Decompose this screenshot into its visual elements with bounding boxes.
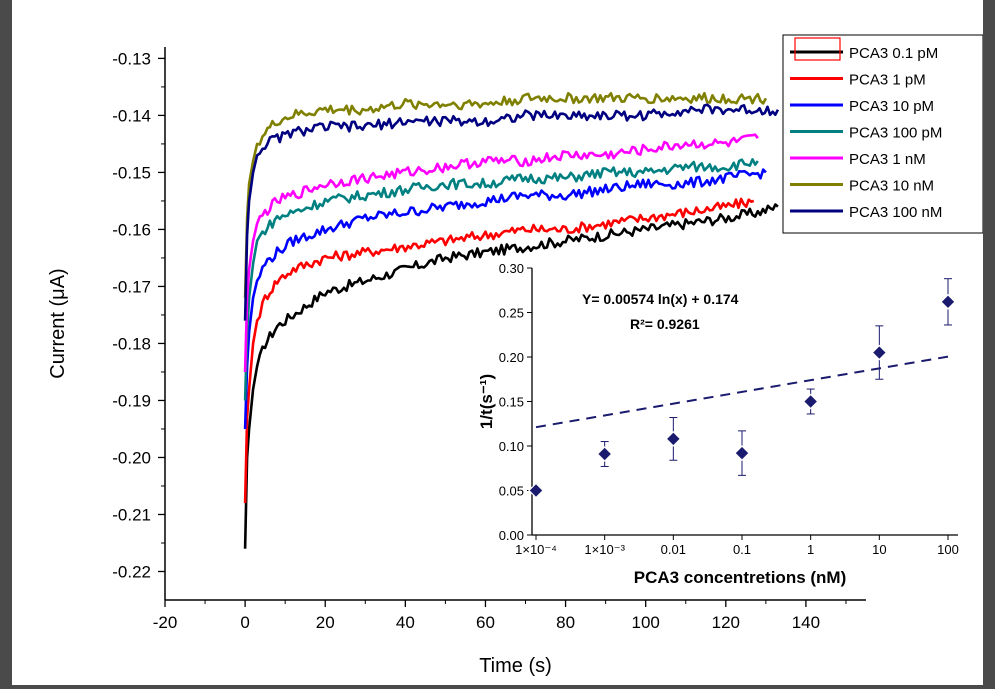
data-point-marker [871,344,888,361]
y-tick-label: -0.19 [112,391,151,410]
inset-y-tick-label: 0.20 [499,350,524,365]
inset-y-tick-label: 0.10 [499,439,524,454]
x-tick-label: 120 [712,613,740,632]
data-point-marker [528,482,544,499]
data-point-marker [596,446,613,462]
data-point-marker [802,393,819,410]
inset-x-tick-label: 1 [807,542,814,557]
inset-x-axis-title: PCA3 concentretions (nM) [634,568,847,587]
equation-label: Y= 0.00574 ln(x) + 0.174 [582,291,739,307]
x-tick-label: 60 [476,613,495,632]
series-line [243,133,759,373]
inset-x-tick-label: 100 [937,542,959,557]
y-tick-label: -0.17 [112,277,151,296]
series-line [243,158,759,401]
x-tick-label: 20 [316,613,335,632]
series-line [243,91,768,298]
y-tick-label: -0.18 [112,334,151,353]
x-tick-label: 140 [792,613,820,632]
legend-label: PCA3 10 nM [849,178,934,195]
inset-y-axis-title: 1/t(s⁻¹) [477,374,496,429]
legend-label: PCA3 10 pM [849,98,934,115]
x-axis-title: Time (s) [479,655,552,677]
y-tick-label: -0.13 [112,49,151,68]
inset-x-tick-label: 0.01 [661,542,686,557]
legend-label: PCA3 0.1 pM [849,45,938,62]
x-tick-label: 40 [396,613,415,632]
y-tick-label: -0.20 [112,448,151,467]
main-plot: -0.13 -0.14 -0.15 -0.16 -0.17 -0.18 -0.19 -0.20… [47,47,866,677]
legend-box [782,34,983,234]
inset-y-tick-label: 0.25 [499,306,524,321]
y-tick-label: -0.21 [112,505,151,524]
series-line [243,197,755,504]
legend: PCA3 0.1 pM PCA3 1 pM PCA3 10 pM PCA3 100 p… [782,34,983,234]
x-tick-label: 80 [556,613,575,632]
y-tick-label: -0.22 [112,562,151,581]
legend-label: PCA3 100 nM [849,204,942,221]
y-tick-label: -0.15 [112,163,151,182]
series-line [243,203,779,549]
inset-x-tick-label: 10 [872,542,886,557]
inset-x-tick-label: 0.1 [733,542,751,557]
data-point-marker [940,293,956,310]
chart-svg: -0.13 -0.14 -0.15 -0.16 -0.17 -0.18 -0.19 -0.20… [47,34,983,677]
x-tick-label: 0 [240,613,249,632]
inset-y-tick-label: 0.00 [499,528,524,543]
inset-plot: 0.00 0.05 0.10 0.15 0.20 0.25 0.30 1×10⁻⁴ 1×10⁻³… [477,261,959,587]
x-tick-label: -20 [153,613,178,632]
y-tick-label: -0.16 [112,220,151,239]
inset-y-tick-label: 0.15 [499,395,524,410]
data-point-marker [734,445,750,461]
data-point-marker [665,431,682,447]
inset-background [532,268,958,535]
legend-highlight-box [794,37,841,61]
y-axis-title: Current (μA) [47,268,69,378]
x-tick-label: 100 [631,613,659,632]
series-line [243,103,780,321]
inset-x-tick-label: 1×10⁻³ [584,542,625,557]
inset-x-tick-label: 1×10⁻⁴ [515,542,557,557]
r-squared-label: R²= 0.9261 [630,316,700,332]
legend-label: PCA3 100 pM [849,125,942,142]
series-line [243,168,767,430]
inset-y-tick-label: 0.30 [499,261,524,276]
legend-label: PCA3 1 pM [849,72,926,89]
inset-y-tick-label: 0.05 [499,484,524,499]
y-tick-label: -0.14 [112,106,151,125]
legend-label: PCA3 1 nM [849,151,926,168]
